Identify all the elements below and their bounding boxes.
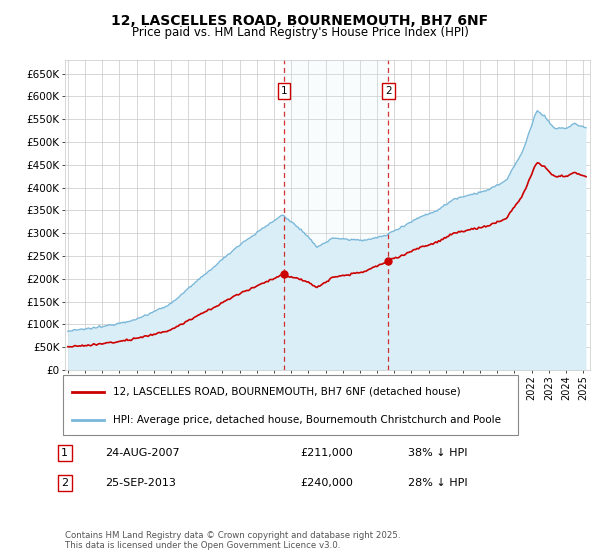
Text: Contains HM Land Registry data © Crown copyright and database right 2025.
This d: Contains HM Land Registry data © Crown c… bbox=[65, 530, 400, 550]
Text: 2: 2 bbox=[385, 86, 392, 96]
FancyBboxPatch shape bbox=[63, 375, 518, 435]
Bar bbox=[284, 60, 388, 370]
Text: £240,000: £240,000 bbox=[300, 478, 353, 488]
Text: 38% ↓ HPI: 38% ↓ HPI bbox=[408, 448, 467, 458]
Text: Price paid vs. HM Land Registry's House Price Index (HPI): Price paid vs. HM Land Registry's House … bbox=[131, 26, 469, 39]
Text: HPI: Average price, detached house, Bournemouth Christchurch and Poole: HPI: Average price, detached house, Bour… bbox=[113, 415, 501, 425]
Text: £211,000: £211,000 bbox=[300, 448, 353, 458]
Text: 25-SEP-2013: 25-SEP-2013 bbox=[105, 478, 176, 488]
Text: 24-AUG-2007: 24-AUG-2007 bbox=[105, 448, 179, 458]
Text: 2: 2 bbox=[61, 478, 68, 488]
Text: 1: 1 bbox=[281, 86, 287, 96]
Text: 12, LASCELLES ROAD, BOURNEMOUTH, BH7 6NF: 12, LASCELLES ROAD, BOURNEMOUTH, BH7 6NF bbox=[112, 14, 488, 28]
Text: 1: 1 bbox=[61, 448, 68, 458]
Text: 28% ↓ HPI: 28% ↓ HPI bbox=[408, 478, 467, 488]
Text: 12, LASCELLES ROAD, BOURNEMOUTH, BH7 6NF (detached house): 12, LASCELLES ROAD, BOURNEMOUTH, BH7 6NF… bbox=[113, 387, 461, 397]
